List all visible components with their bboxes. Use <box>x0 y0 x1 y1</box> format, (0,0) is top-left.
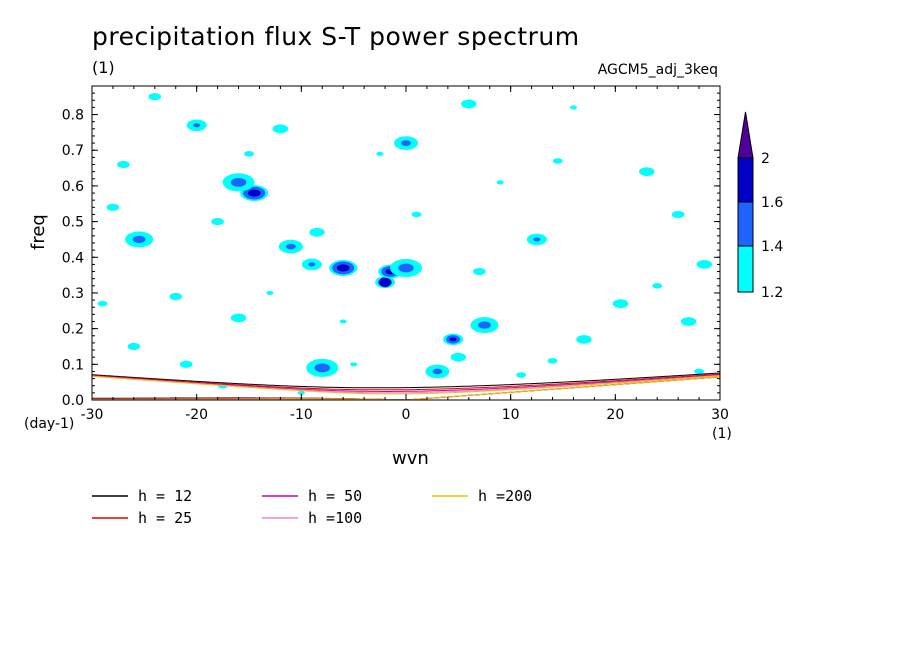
colorbar-extension <box>737 111 754 159</box>
kelvin-wave-curve <box>406 376 720 400</box>
contour-core <box>297 390 305 395</box>
x-tick-label: 0 <box>402 407 411 423</box>
contour-core <box>336 264 350 272</box>
contour-core <box>285 243 296 250</box>
contour-core <box>247 189 261 197</box>
contour-core <box>339 319 347 324</box>
rossby-wave-curve <box>92 398 406 400</box>
chart-subtitle-left: (1) <box>92 58 115 77</box>
dispersion-curves <box>92 372 720 400</box>
contour-core <box>450 352 467 362</box>
contour-core <box>533 237 541 242</box>
y-tick-label: 0.1 <box>62 357 84 373</box>
contour-core <box>230 177 247 187</box>
colorbar-segment <box>737 157 754 203</box>
contour-core <box>193 123 201 128</box>
legend-label: h =100 <box>308 509 362 527</box>
chart-subtitle-right: AGCM5_adj_3keq <box>597 62 718 78</box>
legend-label: h = 50 <box>308 487 362 505</box>
contour-core <box>132 235 146 244</box>
legend-label: h = 25 <box>138 509 192 527</box>
contour-core <box>671 210 685 219</box>
colorbar-label: 1.4 <box>761 239 783 255</box>
colorbar-label: 2 <box>761 151 770 167</box>
contour-core <box>117 160 130 169</box>
y-axis: 0.0 0.1 0.2 0.3 0.4 0.5 0.6 0.7 0.8 <box>62 92 720 409</box>
contour-core <box>680 317 697 326</box>
contour-core <box>472 267 486 276</box>
x-axis-unit: (1) <box>712 426 732 442</box>
x-tick-label: -20 <box>185 407 208 423</box>
x-tick-label: 30 <box>711 407 729 423</box>
legend-label: h =200 <box>478 487 532 505</box>
y-tick-label: 0.4 <box>62 250 84 266</box>
y-tick-label: 0.3 <box>62 286 84 302</box>
x-tick-label: -10 <box>290 407 313 423</box>
plot-frame <box>91 85 721 401</box>
contour-core <box>461 99 477 109</box>
chart-title: precipitation flux S-T power spectrum <box>92 22 580 51</box>
y-tick-label: 0.8 <box>62 108 84 124</box>
contour-core <box>569 105 577 110</box>
contour-core <box>432 368 443 375</box>
contour-core <box>449 337 457 342</box>
contour-core <box>398 263 414 273</box>
colorbar-segment <box>737 201 754 247</box>
contour-core <box>694 368 704 375</box>
colorbar-segment <box>737 245 754 293</box>
y-axis-label: freq <box>28 214 49 250</box>
colorbar: 1.2 1.4 1.6 2 <box>737 111 783 301</box>
inertia-gravity-curve <box>92 373 720 391</box>
x-axis: -30 -20 -10 0 10 20 30 <box>81 86 729 423</box>
y-tick-label: 0.6 <box>62 179 84 195</box>
contour-core <box>169 292 183 301</box>
contour-core <box>230 313 247 323</box>
contour-core <box>652 283 663 289</box>
inertia-gravity-curve <box>92 375 720 395</box>
x-tick-label: -30 <box>81 407 104 423</box>
contour-core <box>272 124 289 134</box>
contour-core <box>552 158 563 164</box>
contour-core <box>309 227 325 237</box>
contour-core <box>266 290 274 295</box>
contour-core <box>612 299 629 309</box>
legend-label: h = 12 <box>138 487 192 505</box>
x-tick-label: 20 <box>606 407 624 423</box>
contour-core <box>127 342 141 351</box>
contour-core <box>401 140 411 146</box>
contour-core <box>478 321 491 329</box>
y-tick-label: 0.7 <box>62 143 84 159</box>
contour-core <box>308 262 316 267</box>
contour-core <box>97 300 108 307</box>
x-tick-label: 10 <box>502 407 520 423</box>
contour-core <box>516 372 527 378</box>
y-axis-unit: (day-1) <box>24 416 75 432</box>
contour-core <box>179 360 193 368</box>
contour-core <box>639 167 655 177</box>
y-tick-label: 0.2 <box>62 322 84 338</box>
legend: h = 12 h = 25 h = 50 h =100 h =200 <box>92 487 532 527</box>
contour-core <box>314 363 330 373</box>
contour-core <box>244 150 254 157</box>
contour-core <box>148 93 162 101</box>
contour-core <box>576 334 592 344</box>
contour-core <box>211 217 224 226</box>
contour-core <box>376 151 384 156</box>
y-tick-label: 0.5 <box>62 215 84 231</box>
contour-core <box>381 280 389 285</box>
contour-core <box>411 211 422 218</box>
colorbar-label: 1.2 <box>761 285 783 301</box>
y-tick-label: 0.0 <box>62 393 84 409</box>
contour-core <box>496 180 504 185</box>
contour-core <box>106 203 120 211</box>
x-axis-label: wvn <box>392 448 429 469</box>
contour-core <box>696 260 712 269</box>
spectral-contours <box>97 93 712 395</box>
contour-core <box>547 357 558 364</box>
colorbar-label: 1.6 <box>761 195 783 211</box>
inertia-gravity-curve <box>92 372 720 389</box>
contour-core <box>350 362 358 367</box>
